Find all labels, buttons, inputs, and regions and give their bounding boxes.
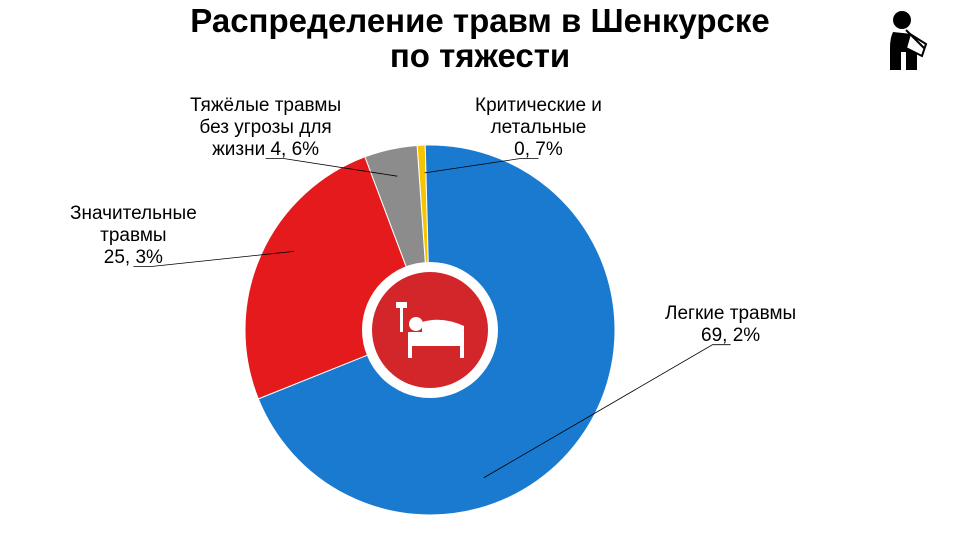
label-line: без угрозы для bbox=[199, 117, 331, 138]
label-line: Значительные bbox=[70, 203, 197, 224]
injured-person-icon bbox=[876, 8, 940, 72]
pie-chart: Критические илетальные0, 7% Легкие травм… bbox=[55, 105, 905, 525]
label-severe: Тяжёлые травмыбез угрозы дляжизни 4, 6% bbox=[190, 95, 341, 161]
title-line-2: по тяжести bbox=[390, 37, 570, 74]
label-line: 25, 3% bbox=[104, 247, 163, 268]
label-line: 69, 2% bbox=[701, 325, 760, 346]
label-line: Критические и bbox=[475, 95, 602, 116]
label-line: травмы bbox=[100, 225, 166, 246]
label-line: Легкие травмы bbox=[665, 303, 796, 324]
title-line-1: Распределение травм в Шенкурске bbox=[190, 2, 769, 39]
label-line: 0, 7% bbox=[514, 139, 563, 160]
label-light: Легкие травмы69, 2% bbox=[665, 303, 796, 347]
label-line: летальные bbox=[491, 117, 587, 138]
label-line: Тяжёлые травмы bbox=[190, 95, 341, 116]
label-critical: Критические илетальные0, 7% bbox=[475, 95, 602, 161]
label-significant: Значительныетравмы25, 3% bbox=[70, 203, 197, 269]
page-title: Распределение травм в Шенкурске по тяжес… bbox=[0, 4, 960, 73]
label-line: жизни 4, 6% bbox=[212, 139, 319, 160]
